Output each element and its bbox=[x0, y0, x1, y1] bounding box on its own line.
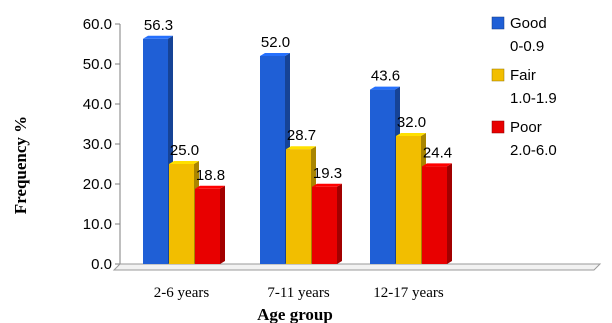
bar-poor-1 bbox=[312, 183, 342, 264]
bar-top bbox=[143, 35, 173, 39]
data-label-fair-1: 28.7 bbox=[287, 127, 316, 144]
category-labels: 2-6 years 7-11 years 12-17 years bbox=[154, 285, 444, 301]
data-label-good-0: 56.3 bbox=[144, 17, 173, 34]
bar-top bbox=[370, 86, 400, 90]
bar-fair-1 bbox=[286, 146, 316, 264]
y-tick-label: 40.0 bbox=[83, 96, 112, 113]
legend-item-fair: Fair 1.0-1.9 bbox=[491, 67, 557, 107]
y-tick-label: 10.0 bbox=[83, 216, 112, 233]
bar-top bbox=[169, 161, 199, 164]
bar-good-1 bbox=[260, 53, 290, 264]
bar-poor-0 bbox=[195, 185, 225, 264]
chart-floor-plane bbox=[112, 263, 602, 271]
bar-side bbox=[447, 163, 452, 264]
bar-fair-0 bbox=[169, 161, 199, 264]
data-label-poor-2: 24.4 bbox=[423, 144, 452, 161]
bar-front bbox=[370, 89, 395, 264]
legend: Good 0-0.9 Fair 1.0-1.9 Poor 2.0-6.0 bbox=[491, 15, 557, 159]
legend-series-range: 2.0-6.0 bbox=[510, 142, 557, 159]
data-labels: 56.3 25.0 18.8 52.0 28.7 19.3 43.6 32.0 24.4 bbox=[144, 17, 452, 184]
bar-top bbox=[195, 185, 225, 189]
category-label-1: 7-11 years bbox=[267, 285, 329, 301]
bar-top bbox=[260, 53, 290, 56]
bar-poor-2 bbox=[422, 163, 452, 264]
data-label-good-1: 52.0 bbox=[261, 34, 290, 51]
y-axis: 0.0 10.0 20.0 30.0 40.0 50.0 60.0 bbox=[83, 16, 121, 273]
y-tick-label: 30.0 bbox=[83, 136, 112, 153]
legend-series-name: Good bbox=[510, 15, 547, 32]
data-label-good-2: 43.6 bbox=[371, 68, 400, 85]
bar-good-2 bbox=[370, 86, 400, 264]
legend-item-poor: Poor 2.0-6.0 bbox=[491, 119, 557, 159]
y-axis-title: Frequency % bbox=[11, 116, 30, 214]
category-label-0: 2-6 years bbox=[154, 285, 210, 301]
chart-floor bbox=[112, 263, 602, 271]
bar-top bbox=[396, 133, 426, 136]
legend-item-good: Good 0-0.9 bbox=[491, 15, 547, 55]
category-label-2: 12-17 years bbox=[373, 285, 444, 301]
legend-series-range: 1.0-1.9 bbox=[510, 90, 557, 107]
bar-front bbox=[143, 38, 168, 264]
data-label-fair-2: 32.0 bbox=[397, 114, 426, 131]
data-label-fair-0: 25.0 bbox=[170, 142, 199, 159]
bar-front bbox=[286, 149, 311, 264]
y-tick-label: 20.0 bbox=[83, 176, 112, 193]
bar-top bbox=[286, 146, 316, 150]
y-tick-label: 60.0 bbox=[83, 16, 112, 33]
bar-side bbox=[337, 183, 342, 264]
bar-top bbox=[422, 163, 452, 167]
legend-swatch bbox=[491, 68, 505, 82]
bar-good-0 bbox=[143, 35, 173, 264]
bars bbox=[143, 35, 452, 264]
bar-front bbox=[396, 136, 421, 264]
x-axis-title: Age group bbox=[257, 305, 333, 323]
bar-front bbox=[195, 188, 220, 264]
data-label-poor-0: 18.8 bbox=[196, 167, 225, 184]
data-label-poor-1: 19.3 bbox=[313, 165, 342, 182]
bar-front bbox=[312, 186, 337, 264]
y-tick-label: 0.0 bbox=[91, 256, 112, 273]
legend-swatch bbox=[491, 16, 505, 30]
bar-top bbox=[312, 183, 342, 187]
bar-front bbox=[260, 56, 285, 264]
bar-front bbox=[422, 166, 447, 264]
bar-side bbox=[220, 185, 225, 264]
y-tick-label: 50.0 bbox=[83, 56, 112, 73]
legend-series-name: Fair bbox=[510, 67, 536, 84]
bar-fair-2 bbox=[396, 133, 426, 264]
legend-series-name: Poor bbox=[510, 119, 542, 136]
legend-swatch bbox=[491, 120, 505, 134]
bar-front bbox=[169, 164, 194, 264]
legend-series-range: 0-0.9 bbox=[510, 38, 544, 55]
